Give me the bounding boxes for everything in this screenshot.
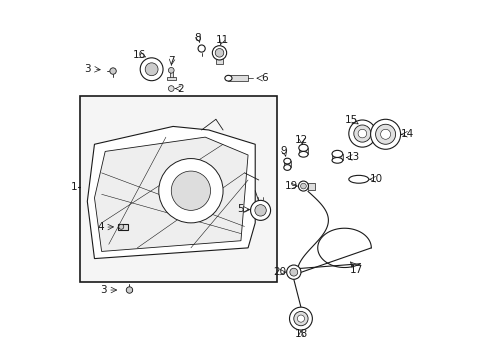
Ellipse shape [198, 45, 205, 52]
Text: 6: 6 [261, 73, 267, 83]
Bar [118, 224, 128, 230]
Circle shape [215, 49, 224, 57]
Text: 11: 11 [215, 35, 228, 45]
Text: 18: 18 [294, 329, 307, 339]
Circle shape [126, 287, 132, 293]
Ellipse shape [283, 165, 290, 170]
Text: 5: 5 [236, 204, 243, 214]
Text: 3: 3 [84, 64, 90, 74]
Text: 17: 17 [348, 265, 362, 275]
Circle shape [357, 129, 366, 138]
Text: 3: 3 [100, 285, 106, 295]
Text: 8: 8 [194, 33, 201, 43]
Text: 9: 9 [280, 147, 286, 157]
Circle shape [119, 224, 123, 229]
Circle shape [289, 307, 312, 330]
Ellipse shape [298, 152, 307, 157]
Bar [80, 96, 276, 282]
Text: 2: 2 [177, 84, 184, 94]
Ellipse shape [298, 144, 307, 152]
Circle shape [353, 125, 370, 142]
Circle shape [348, 120, 375, 147]
Circle shape [171, 171, 210, 210]
Bar [169, 70, 172, 78]
Bar [228, 75, 247, 81]
Circle shape [380, 129, 390, 139]
Text: 16: 16 [132, 50, 145, 60]
Polygon shape [94, 137, 247, 251]
Bar [216, 59, 223, 64]
Circle shape [168, 86, 174, 91]
Ellipse shape [331, 157, 342, 163]
Circle shape [212, 46, 226, 60]
Text: 19: 19 [285, 181, 298, 191]
Text: 15: 15 [344, 115, 357, 125]
Circle shape [293, 311, 307, 326]
Circle shape [298, 181, 308, 191]
Ellipse shape [348, 175, 368, 183]
Bar [298, 148, 307, 154]
Text: 13: 13 [346, 153, 359, 162]
Circle shape [254, 204, 266, 216]
Text: 7: 7 [168, 57, 175, 66]
Circle shape [159, 158, 223, 223]
Bar [166, 77, 175, 80]
Circle shape [375, 124, 395, 144]
Ellipse shape [224, 75, 231, 81]
Text: 4: 4 [98, 222, 104, 232]
Circle shape [370, 119, 400, 149]
Circle shape [297, 315, 304, 322]
Ellipse shape [331, 150, 342, 157]
Circle shape [289, 268, 297, 276]
Circle shape [140, 58, 163, 81]
Circle shape [286, 265, 300, 279]
Bar [283, 161, 290, 167]
Bar [307, 183, 314, 190]
Circle shape [145, 63, 158, 76]
Text: 14: 14 [400, 129, 413, 139]
Text: 10: 10 [369, 174, 383, 184]
Ellipse shape [283, 158, 290, 164]
Circle shape [168, 67, 174, 73]
Bar [127, 289, 132, 292]
Polygon shape [87, 126, 255, 258]
Text: 20: 20 [272, 267, 285, 277]
Text: 1: 1 [70, 182, 77, 192]
Circle shape [300, 183, 305, 189]
Circle shape [110, 68, 116, 74]
Circle shape [250, 201, 270, 220]
Text: 12: 12 [294, 135, 307, 145]
Bar [331, 154, 342, 160]
